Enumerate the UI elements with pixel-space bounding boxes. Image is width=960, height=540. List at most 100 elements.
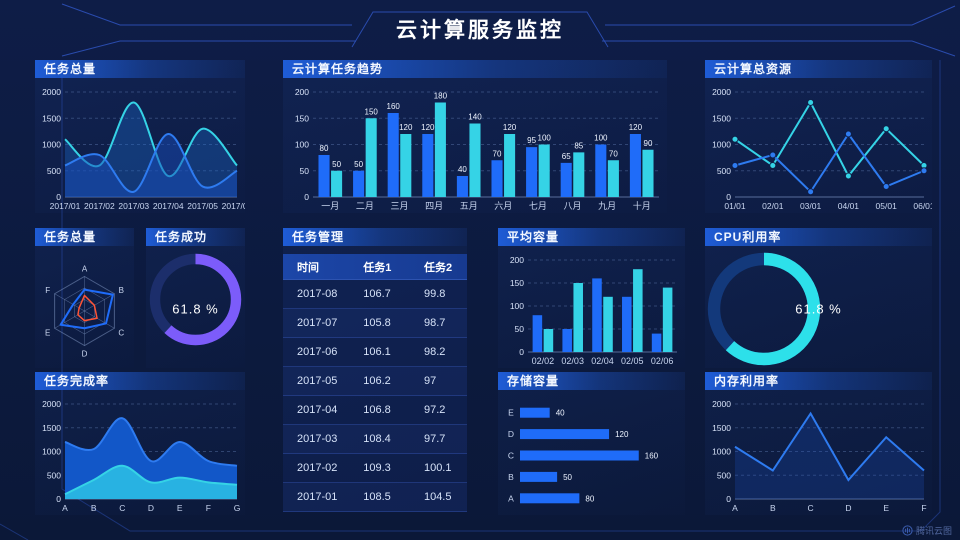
- table-header-cell: 任务2: [423, 261, 453, 274]
- table-row: 2017-05 106.2 97: [283, 367, 467, 396]
- panel-memory: 内存利用率 0 500 1000 1500 2000 A B C D E F: [705, 372, 932, 515]
- svg-text:90: 90: [644, 139, 653, 148]
- panel-title: 平均容量: [498, 228, 685, 246]
- svg-text:1000: 1000: [712, 140, 731, 150]
- svg-text:80: 80: [320, 144, 329, 153]
- svg-text:五月: 五月: [460, 201, 478, 211]
- table-cell: 106.8: [363, 404, 391, 416]
- svg-text:50: 50: [354, 160, 363, 169]
- svg-text:2017/05: 2017/05: [187, 201, 218, 211]
- svg-text:B: B: [508, 472, 514, 482]
- svg-text:200: 200: [510, 255, 524, 265]
- table-cell: 108.5: [363, 491, 391, 503]
- svg-text:0: 0: [56, 192, 61, 202]
- panel-task-trend: 云计算任务趋势 0 50 100 150 200 一月 二月 三月 四月 五月 六月 七月 八月 九月 十月…: [283, 60, 667, 213]
- svg-text:95: 95: [527, 136, 536, 145]
- svg-text:一月: 一月: [321, 201, 339, 211]
- svg-text:150: 150: [365, 107, 379, 116]
- svg-text:D: D: [508, 429, 514, 439]
- svg-text:01/01: 01/01: [724, 201, 746, 211]
- svg-text:1000: 1000: [42, 140, 61, 150]
- task-radar-chart[interactable]: A B C D E F: [35, 250, 134, 368]
- svg-text:80: 80: [585, 494, 594, 503]
- task-trend-chart[interactable]: 0 50 100 150 200 一月 二月 三月 四月 五月 六月 七月 八月 九月 十月 80 50 160 1…: [283, 82, 667, 213]
- panel-cpu-usage: CPU利用率 61.8 %: [705, 228, 932, 368]
- svg-text:200: 200: [295, 87, 309, 97]
- task-total-line-chart[interactable]: 0 500 1000 1500 2000 2017/01 2017/02 2017/03 201…: [35, 82, 253, 213]
- table-header-cell: 任务1: [363, 261, 392, 274]
- svg-text:120: 120: [615, 430, 629, 439]
- svg-text:0: 0: [304, 192, 309, 202]
- svg-text:2000: 2000: [712, 87, 731, 97]
- task-success-donut[interactable]: [146, 250, 245, 368]
- svg-text:120: 120: [629, 123, 643, 132]
- svg-text:D: D: [148, 503, 154, 513]
- svg-text:0: 0: [519, 347, 524, 357]
- total-resource-chart[interactable]: 0 500 1000 1500 2000 01/01 02/01 03/01 04/01 05/0…: [705, 82, 935, 213]
- table-cell: 97: [423, 375, 437, 387]
- svg-text:0: 0: [726, 494, 731, 504]
- svg-text:02/04: 02/04: [591, 356, 614, 366]
- panel-title: 任务总量: [35, 60, 245, 78]
- svg-text:A: A: [508, 493, 514, 503]
- svg-text:160: 160: [387, 102, 401, 111]
- svg-text:三月: 三月: [390, 201, 408, 211]
- table-row: 2017-07 105.8 98.7: [283, 309, 467, 338]
- table-row: 2017-06 106.1 98.2: [283, 338, 467, 367]
- svg-text:120: 120: [421, 123, 435, 132]
- svg-text:E: E: [45, 328, 50, 337]
- svg-text:500: 500: [47, 470, 61, 480]
- table-header-row: 时间 任务1 任务2: [283, 254, 467, 280]
- table-cell: 2017-06: [297, 346, 338, 358]
- svg-text:50: 50: [332, 160, 341, 169]
- panel-title: 内存利用率: [705, 372, 932, 390]
- svg-text:E: E: [883, 503, 889, 513]
- table-cell: 104.5: [423, 491, 452, 503]
- svg-text:120: 120: [399, 123, 413, 132]
- table-cell: 109.3: [363, 462, 391, 474]
- brand-watermark: 腾讯云图: [902, 524, 952, 537]
- panel-title: 任务管理: [283, 228, 467, 246]
- svg-text:2000: 2000: [42, 399, 61, 409]
- svg-text:C: C: [118, 328, 124, 337]
- svg-text:A: A: [62, 503, 68, 513]
- table-header-cell: 时间: [297, 261, 319, 274]
- svg-text:500: 500: [717, 470, 731, 480]
- svg-text:02/06: 02/06: [651, 356, 674, 366]
- svg-text:D: D: [845, 503, 851, 513]
- table-cell: 2017-05: [297, 375, 338, 387]
- svg-text:C: C: [508, 451, 514, 461]
- svg-text:四月: 四月: [425, 201, 443, 211]
- task-table: 时间 任务1 任务2 2017-08 106.7 99.8 2017-07 105.8 98.7…: [283, 254, 467, 512]
- svg-text:2017/06: 2017/06: [222, 201, 245, 211]
- panel-title: 云计算任务趋势: [283, 60, 667, 78]
- svg-text:F: F: [206, 503, 211, 513]
- table-cell: 97.7: [423, 433, 446, 445]
- svg-text:40: 40: [458, 165, 467, 174]
- svg-text:500: 500: [717, 166, 731, 176]
- svg-text:1000: 1000: [42, 447, 61, 457]
- storage-chart[interactable]: E 40 D 120 C 160 B 50 A 80: [498, 394, 685, 515]
- svg-text:02/01: 02/01: [762, 201, 784, 211]
- table-row: 2017-08 106.7 99.8: [283, 280, 467, 309]
- svg-text:100: 100: [538, 134, 552, 143]
- cpu-usage-donut[interactable]: [705, 250, 932, 368]
- svg-text:D: D: [82, 350, 88, 359]
- table-row: 2017-01 108.5 104.5: [283, 483, 467, 512]
- table-cell: 105.8: [363, 317, 391, 329]
- panel-title: CPU利用率: [705, 228, 932, 246]
- svg-text:十月: 十月: [633, 200, 651, 211]
- svg-text:05/01: 05/01: [876, 201, 898, 211]
- avg-capacity-chart[interactable]: 0 50 100 150 200 02/02 02/03 02/04 02/05 02/06: [498, 250, 685, 368]
- table-row: 2017-03 108.4 97.7: [283, 425, 467, 454]
- panel-task-success: 任务成功 61.8 %: [146, 228, 245, 368]
- svg-text:2017/04: 2017/04: [153, 201, 184, 211]
- task-completion-chart[interactable]: 0 500 1000 1500 2000 A B C D E F G: [35, 394, 245, 515]
- svg-text:G: G: [234, 503, 241, 513]
- memory-chart[interactable]: 0 500 1000 1500 2000 A B C D E F: [705, 394, 932, 515]
- panel-total-resource: 云计算总资源 0 500 1000 1500 2000 01/01 02/01 03/01 04…: [705, 60, 935, 213]
- table-cell: 98.7: [423, 317, 446, 329]
- table-cell: 2017-07: [297, 317, 338, 329]
- table-cell: 99.8: [423, 288, 446, 300]
- table-cell: 108.4: [363, 433, 391, 445]
